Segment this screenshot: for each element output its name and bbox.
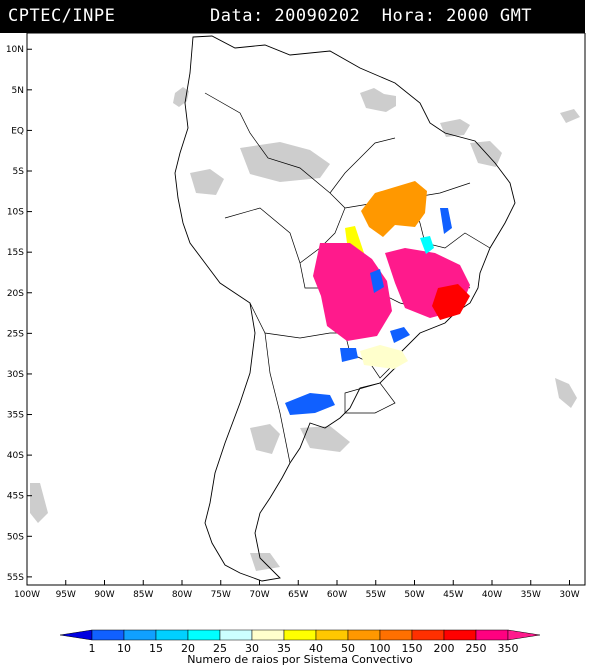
datetime-label: Data: 20090202 Hora: 2000 GMT [210, 6, 533, 26]
color-bar-label: 10 [117, 642, 131, 655]
cloud-patch [240, 142, 330, 182]
color-bar-label: 35 [277, 642, 291, 655]
color-bar-segment [219, 629, 253, 641]
cloud-patch [440, 119, 470, 137]
cloud-patch [250, 424, 280, 454]
lat-tick-label: 35S [7, 411, 24, 421]
color-bar-segment [91, 629, 125, 641]
map-canvas: 10N5NEQ5S10S15S20S25S30S35S40S45S50S55S … [6, 33, 586, 655]
color-bar-label: 350 [498, 642, 519, 655]
cloud-patch [555, 378, 577, 408]
lon-tick-label: 60W [327, 590, 347, 600]
color-bar-segment [379, 629, 413, 641]
color-bar-segment [411, 629, 445, 641]
lon-tick-label: 85W [133, 590, 153, 600]
cloud-patch [560, 109, 580, 123]
longitude-axis: 100W 95W 90W 85W 80W 75W 70W 65W 60W 55W 50W 45W 40W… [14, 580, 580, 600]
color-bar-segment [347, 629, 381, 641]
lat-tick-label: 5N [12, 86, 24, 96]
coastline [174, 35, 516, 582]
system-blob [432, 284, 470, 320]
lat-tick-label: EQ [11, 126, 24, 136]
cloud-patch [30, 483, 48, 523]
lon-tick-label: 50W [404, 590, 424, 600]
lon-tick-label: 55W [366, 590, 386, 600]
convective-systems [285, 181, 470, 415]
color-bar-label: 25 [213, 642, 227, 655]
system-blob [360, 345, 408, 369]
lat-tick-label: 45S [7, 492, 24, 502]
lon-tick-label: 70W [249, 590, 269, 600]
lon-tick-label: 30W [559, 590, 579, 600]
color-bar-segment [475, 629, 509, 641]
cloud-layer [30, 87, 580, 571]
lat-tick-label: 55S [7, 573, 24, 583]
lat-tick-label: 30S [7, 370, 24, 380]
lon-tick-label: 75W [211, 590, 231, 600]
source-label: CPTEC/INPE [8, 6, 116, 26]
lat-tick-label: 10N [6, 45, 24, 55]
color-bar-label: 100 [370, 642, 391, 655]
color-bar-segment [59, 629, 93, 641]
color-bar-label: 150 [402, 642, 423, 655]
cloud-patch [360, 88, 396, 112]
lon-tick-label: 35W [521, 590, 541, 600]
system-blob [340, 348, 358, 362]
system-blob [313, 243, 392, 341]
lat-tick-label: 10S [7, 208, 24, 218]
color-bar-segment [283, 629, 317, 641]
color-bar-segment [123, 629, 157, 641]
cloud-patch [470, 141, 502, 167]
system-blob [420, 236, 434, 254]
color-bar-label: 15 [149, 642, 163, 655]
system-blob [285, 393, 335, 415]
color-bar-label: 200 [434, 642, 455, 655]
lat-tick-label: 40S [7, 451, 24, 461]
lon-tick-label: 80W [172, 590, 192, 600]
lat-tick-label: 25S [7, 329, 24, 339]
system-blob [390, 327, 410, 343]
system-blob [361, 181, 427, 237]
legend-title: Numero de raios por Sistema Convectivo [187, 653, 413, 666]
color-bar: 1 10 15 20 25 30 35 40 50 100 150 200 250 350 [59, 629, 541, 655]
lon-tick-label: 90W [94, 590, 114, 600]
system-blob [370, 269, 384, 293]
map-frame [26, 33, 586, 586]
cloud-patch [190, 169, 224, 195]
color-bar-label: 30 [245, 642, 259, 655]
color-bar-label: 40 [309, 642, 323, 655]
color-bar-label: 50 [341, 642, 355, 655]
latitude-axis: 10N 5N EQ 5S 10S 15S 20S 25S 30S 35S 40S 45S 50S 55S [6, 45, 32, 583]
system-blob [440, 208, 452, 234]
color-bar-segment [251, 629, 285, 641]
color-bar-segment [507, 629, 541, 641]
lon-tick-label: 100W [14, 590, 40, 600]
cloud-patch [300, 426, 350, 452]
lat-tick-label: 50S [7, 532, 24, 542]
lat-tick-label: 15S [7, 248, 24, 258]
title-bar: CPTEC/INPE Data: 20090202 Hora: 2000 GMT [0, 0, 585, 33]
lon-tick-label: 40W [482, 590, 502, 600]
lon-tick-label: 95W [56, 590, 76, 600]
cloud-patch [250, 553, 280, 571]
color-bar-segment [443, 629, 477, 641]
lon-tick-label: 65W [288, 590, 308, 600]
lon-tick-label: 45W [443, 590, 463, 600]
lat-tick-label: 20S [7, 289, 24, 299]
lat-tick-label: 5S [13, 167, 25, 177]
color-bar-label: 1 [89, 642, 96, 655]
color-bar-segment [155, 629, 189, 641]
color-bar-segment [187, 629, 221, 641]
color-bar-label: 20 [181, 642, 195, 655]
color-bar-segment [315, 629, 349, 641]
color-bar-label: 250 [466, 642, 487, 655]
